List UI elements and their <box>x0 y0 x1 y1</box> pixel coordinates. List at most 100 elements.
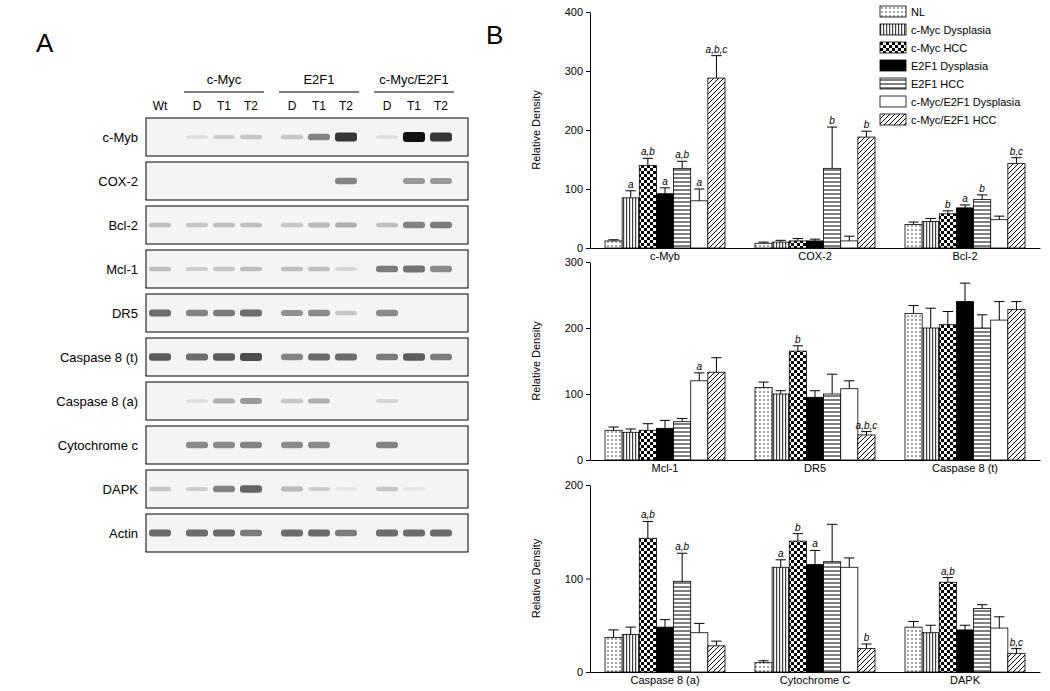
error-bar <box>849 381 850 389</box>
error-cap <box>626 428 636 429</box>
band <box>308 487 330 491</box>
annotations: aa,bba,baa,bbb,c <box>641 509 1023 647</box>
error-bar <box>999 617 1000 628</box>
error-bar <box>832 374 833 394</box>
band <box>403 529 425 536</box>
band <box>186 529 208 536</box>
band <box>335 178 357 185</box>
significance-label: a,b,c <box>706 44 728 55</box>
band <box>186 487 208 491</box>
series <box>708 641 1025 672</box>
significance-label: a,b <box>641 509 655 520</box>
annotations: aa,bbaaa,bbbaa,b,cbb,c <box>628 44 1023 210</box>
error-cap <box>626 627 636 628</box>
legend-swatch <box>880 78 906 89</box>
error-bar <box>913 622 914 628</box>
band <box>430 178 452 184</box>
series <box>708 302 1025 460</box>
error-cap <box>677 553 687 554</box>
band <box>186 310 208 317</box>
group-line <box>279 91 359 92</box>
bar <box>858 435 875 460</box>
error-bar <box>763 382 764 387</box>
band <box>403 312 425 315</box>
series <box>656 283 973 460</box>
bar <box>858 137 875 248</box>
y-axis-title: Relative Density <box>530 538 542 618</box>
error-cap <box>844 557 854 558</box>
error-cap <box>994 216 1004 217</box>
band <box>240 135 262 139</box>
error-cap <box>608 427 618 428</box>
panel-label: A <box>36 28 54 58</box>
band <box>240 223 262 228</box>
significance-label: a <box>697 361 703 372</box>
x-tick: Bcl-2 <box>952 250 977 262</box>
band <box>430 354 452 361</box>
error-cap <box>908 222 918 223</box>
significance-label: b <box>795 522 801 533</box>
panel-label: B <box>486 20 503 50</box>
bar <box>922 328 939 460</box>
band <box>376 310 398 316</box>
error-cap <box>1011 648 1021 649</box>
band <box>213 486 235 493</box>
band <box>149 487 171 491</box>
error-cap <box>994 301 1004 302</box>
error-cap <box>626 190 636 191</box>
band <box>240 309 262 316</box>
legend-label: c-Myc HCC <box>911 42 967 54</box>
band <box>149 309 171 316</box>
error-cap <box>908 305 918 306</box>
bar <box>939 214 956 248</box>
row-label: Mcl-1 <box>106 262 138 277</box>
significance-label: b,c <box>1010 146 1023 157</box>
error-cap <box>793 238 803 239</box>
y-tick-label: 100 <box>565 388 583 400</box>
y-axis-line <box>590 486 591 673</box>
band <box>335 444 357 447</box>
error-cap <box>776 240 786 241</box>
band <box>149 529 171 536</box>
series <box>656 188 973 248</box>
row-label: Caspase 8 (t) <box>60 350 138 365</box>
series <box>656 550 973 672</box>
significance-label: a <box>778 548 784 559</box>
band <box>376 180 398 183</box>
band <box>430 312 452 315</box>
bar <box>605 637 622 672</box>
band <box>281 487 303 492</box>
bar <box>824 168 841 248</box>
group-line <box>184 91 264 92</box>
plot-area <box>605 56 1025 248</box>
y-axis: 0100200300 <box>565 256 591 466</box>
error-bar <box>815 391 816 398</box>
series <box>639 158 956 248</box>
bar <box>841 567 858 672</box>
band <box>403 266 425 273</box>
y-axis: 0100200 <box>565 479 591 678</box>
y-tick: 200 <box>565 124 590 136</box>
band <box>281 267 303 272</box>
x-tick: c-Myb <box>650 250 680 262</box>
error-bar <box>965 283 966 301</box>
error-cap <box>861 131 871 132</box>
band <box>186 399 208 403</box>
bar <box>691 201 708 248</box>
bar <box>905 627 922 672</box>
blot-row: Bcl-2 <box>108 206 468 244</box>
lane-label: T2 <box>339 99 353 113</box>
band <box>149 136 171 139</box>
band <box>149 180 171 183</box>
band <box>335 222 357 227</box>
band <box>335 311 357 315</box>
error-cap <box>943 210 953 211</box>
error-cap <box>977 314 987 315</box>
significance-label: a <box>962 193 968 204</box>
band <box>430 444 452 447</box>
band <box>376 223 398 228</box>
y-tick-mark <box>586 672 590 673</box>
y-tick: 100 <box>565 388 590 400</box>
lane-label: Wt <box>153 99 168 113</box>
band <box>149 353 171 361</box>
